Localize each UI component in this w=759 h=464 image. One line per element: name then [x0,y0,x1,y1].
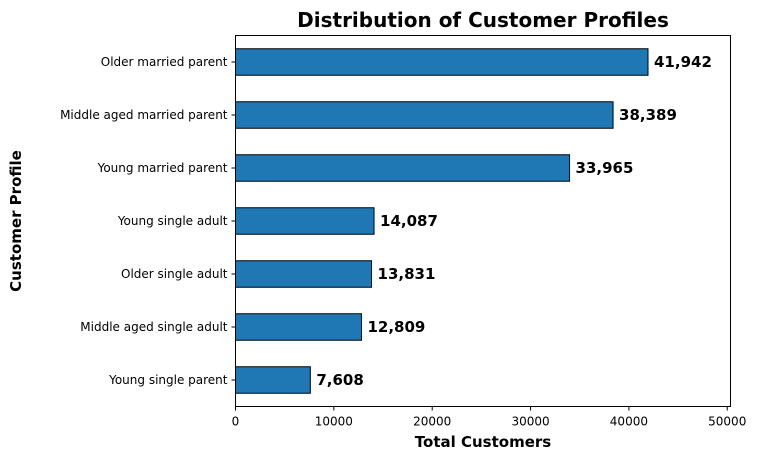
data-label: 38,389 [619,106,677,124]
x-axis-label: Total Customers [415,433,551,451]
bar [235,101,614,129]
bar [235,313,362,341]
ticks-group: Older married parent Middle aged married … [60,55,746,429]
y-tick-label: Older married parent [101,55,228,69]
x-tick-label: 40000 [610,415,648,429]
x-tick-label: 10000 [315,415,353,429]
bars-group: 41,942 38,389 33,965 14,087 13,831 12,809 7,60… [235,48,712,394]
bar [235,48,649,76]
chart-title: Distribution of Customer Profiles [297,8,669,32]
data-label: 13,831 [378,265,436,283]
y-tick-label: Middle aged single adult [80,320,227,334]
x-tick-label: 20000 [413,415,451,429]
bar [235,260,373,288]
y-tick-label: Middle aged married parent [60,108,228,122]
data-label: 33,965 [576,159,634,177]
bar [235,366,311,394]
y-tick-label: Young married parent [97,161,228,175]
y-tick-label: Older single adult [121,267,228,281]
y-tick-label: Young single parent [108,373,228,387]
y-tick-label: Young single adult [117,214,228,228]
data-label: 12,809 [367,318,425,336]
bar [235,207,375,235]
bar [235,154,571,182]
x-tick-label: 0 [232,415,240,429]
y-axis-label: Customer Profile [7,150,25,292]
x-tick-label: 30000 [511,415,549,429]
data-label: 7,608 [316,371,363,389]
data-label: 14,087 [380,212,438,230]
plot-frame [235,35,731,407]
x-tick-label: 50000 [708,415,746,429]
data-label: 41,942 [654,53,712,71]
